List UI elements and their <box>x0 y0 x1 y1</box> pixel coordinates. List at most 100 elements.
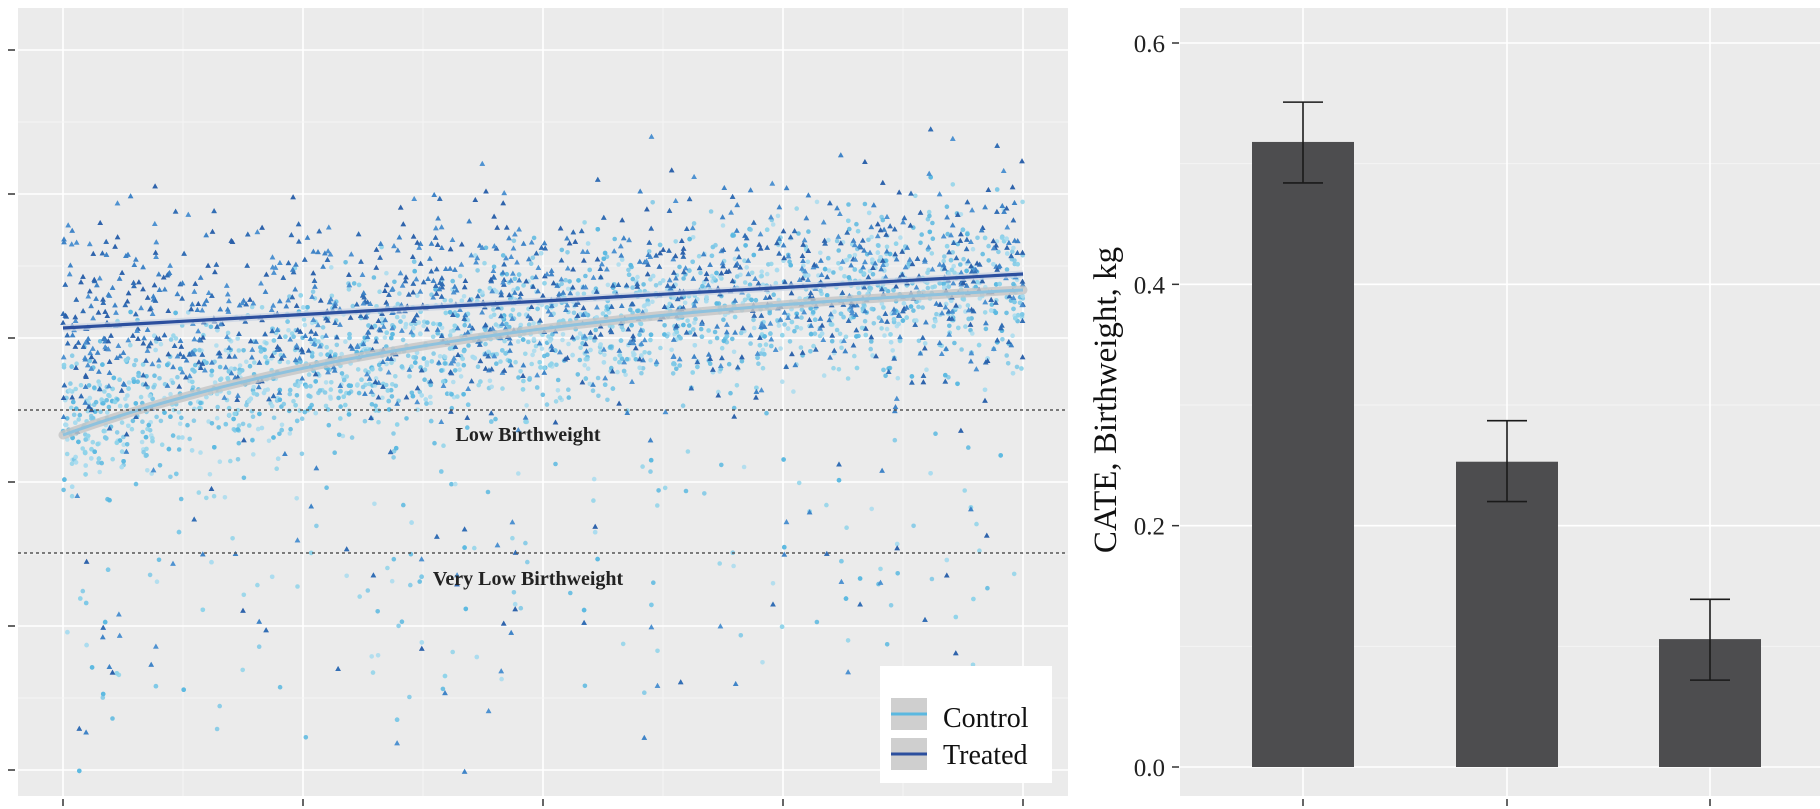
control-point <box>472 355 478 361</box>
treated-point <box>736 254 742 260</box>
treated-point <box>105 291 112 297</box>
treated-point <box>837 211 843 216</box>
control-point <box>326 422 332 428</box>
treated-point <box>479 244 486 250</box>
control-point <box>400 337 406 343</box>
treated-point <box>87 288 93 294</box>
control-point <box>232 411 238 417</box>
control-point <box>386 398 392 404</box>
control-point <box>71 412 77 418</box>
control-point <box>716 389 721 395</box>
control-point <box>441 443 446 449</box>
control-point <box>818 250 823 256</box>
treated-point <box>167 262 173 268</box>
control-point <box>648 337 653 343</box>
control-point <box>320 334 325 340</box>
control-point <box>365 588 371 593</box>
control-point <box>730 233 735 238</box>
treated-point <box>514 259 520 265</box>
treated-point <box>818 257 824 263</box>
control-point <box>731 405 737 411</box>
control-point <box>214 726 220 732</box>
control-point <box>346 391 352 396</box>
treated-point <box>769 180 776 186</box>
control-point <box>760 347 766 353</box>
control-point <box>112 399 118 405</box>
control-point <box>461 348 467 354</box>
control-point <box>854 221 859 227</box>
control-point <box>343 260 348 265</box>
treated-point <box>320 263 326 269</box>
treated-point <box>147 340 154 346</box>
control-point <box>500 348 505 353</box>
control-point <box>711 276 717 281</box>
control-point <box>587 267 592 273</box>
treated-point <box>882 274 889 280</box>
control-point <box>618 338 624 343</box>
treated-point <box>243 301 249 307</box>
control-point <box>829 338 835 344</box>
treated-point <box>125 290 132 296</box>
treated-point <box>645 252 652 257</box>
treated-point <box>857 601 863 607</box>
control-point <box>1017 300 1023 306</box>
control-point <box>542 281 547 286</box>
control-point <box>637 365 642 371</box>
treated-point <box>216 350 223 356</box>
treated-point <box>179 369 186 375</box>
treated-point <box>565 265 571 271</box>
control-point <box>662 323 667 328</box>
control-point <box>598 348 603 354</box>
treated-point <box>692 331 698 337</box>
treated-point <box>433 266 440 272</box>
treated-point <box>178 343 185 349</box>
control-point <box>1010 333 1015 339</box>
control-point <box>861 271 867 276</box>
treated-point <box>949 315 955 321</box>
treated-point <box>579 379 586 385</box>
control-point <box>173 336 179 341</box>
treated-point <box>721 185 728 190</box>
control-point <box>994 187 1000 192</box>
control-point <box>154 414 159 420</box>
control-point <box>119 420 125 425</box>
control-point <box>836 477 842 483</box>
control-point <box>955 381 960 387</box>
control-point <box>591 498 596 503</box>
control-point <box>695 364 700 370</box>
control-point <box>527 375 533 381</box>
treated-point <box>884 248 890 254</box>
control-point <box>670 371 676 376</box>
control-point <box>692 320 697 326</box>
treated-point <box>692 298 699 304</box>
treated-point <box>500 269 506 275</box>
control-point <box>217 364 223 370</box>
treated-point <box>73 296 80 302</box>
treated-point <box>153 335 160 341</box>
control-point <box>567 279 572 284</box>
control-point <box>393 374 398 379</box>
treated-point <box>199 351 206 357</box>
treated-point <box>382 317 388 323</box>
treated-point <box>294 537 301 543</box>
treated-point <box>296 355 303 361</box>
treated-point <box>136 279 142 285</box>
control-point <box>1011 281 1016 287</box>
control-point <box>592 338 597 343</box>
control-point <box>888 603 894 608</box>
treated-point <box>1008 253 1014 259</box>
control-point <box>521 378 526 384</box>
control-point <box>143 434 149 440</box>
control-point <box>204 394 209 400</box>
control-point <box>346 412 352 417</box>
control-point <box>452 368 458 373</box>
control-point <box>602 352 607 358</box>
treated-point <box>85 335 91 341</box>
treated-point <box>161 332 168 338</box>
treated-point <box>307 335 314 341</box>
control-point <box>235 407 241 413</box>
control-point <box>439 368 444 373</box>
treated-point <box>315 249 321 255</box>
control-point <box>615 369 620 375</box>
control-point <box>235 457 241 462</box>
